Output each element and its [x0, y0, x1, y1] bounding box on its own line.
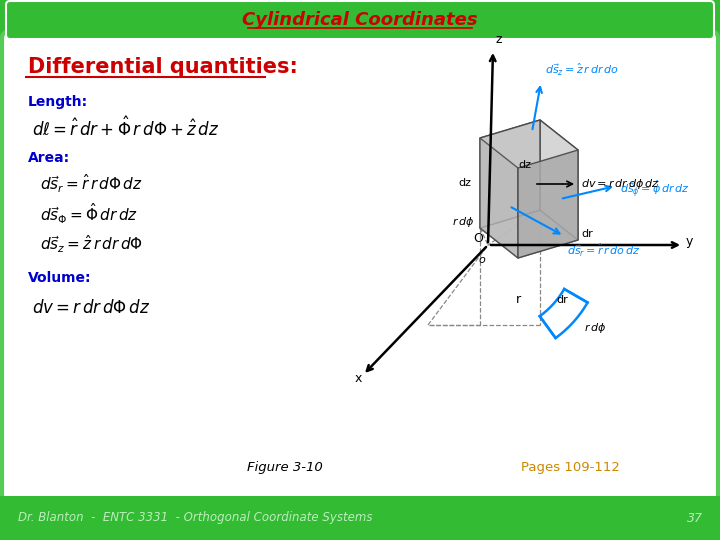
Polygon shape — [480, 120, 540, 228]
Polygon shape — [540, 120, 578, 240]
Text: Length:: Length: — [28, 95, 88, 109]
Text: $dv = r\,dr\,d\Phi\,dz$: $dv = r\,dr\,d\Phi\,dz$ — [32, 299, 150, 317]
Text: $d\vec{s}_\Phi = \hat{\Phi}\,dr\,dz$: $d\vec{s}_\Phi = \hat{\Phi}\,dr\,dz$ — [40, 202, 138, 226]
Polygon shape — [518, 150, 578, 258]
Text: Volume:: Volume: — [28, 271, 91, 285]
Text: 37: 37 — [687, 511, 703, 524]
Text: $d\vec{s}_z = \hat{z}\,r\,dr\,d\Phi$: $d\vec{s}_z = \hat{z}\,r\,dr\,d\Phi$ — [40, 233, 143, 255]
Text: r: r — [516, 293, 521, 306]
Polygon shape — [480, 120, 578, 168]
Text: Differential quantities:: Differential quantities: — [28, 57, 298, 77]
Text: Area:: Area: — [28, 151, 70, 165]
Text: Dr. Blanton  -  ENTC 3331  - Orthogonal Coordinate Systems: Dr. Blanton - ENTC 3331 - Orthogonal Coo… — [18, 511, 372, 524]
Text: $d\vec{s}_\phi = \hat{\phi}\,dr\,dz$: $d\vec{s}_\phi = \hat{\phi}\,dr\,dz$ — [620, 179, 690, 199]
Text: O: O — [473, 232, 483, 245]
Text: Pages 109-112: Pages 109-112 — [521, 462, 619, 475]
Text: $d\ell = \hat{r}\,dr + \hat{\Phi}\,r\,d\Phi + \hat{z}\,dz$: $d\ell = \hat{r}\,dr + \hat{\Phi}\,r\,d\… — [32, 116, 220, 140]
Text: $r\,d\phi$: $r\,d\phi$ — [452, 215, 474, 229]
Text: $d\vec{s}_r = \hat{r}\,r\,d\Phi\,dz$: $d\vec{s}_r = \hat{r}\,r\,d\Phi\,dz$ — [40, 173, 143, 195]
Polygon shape — [480, 138, 518, 258]
Text: z: z — [495, 33, 502, 46]
Text: dr: dr — [557, 295, 568, 305]
Bar — [0, 496, 720, 540]
Text: Figure 3-10: Figure 3-10 — [247, 462, 323, 475]
FancyBboxPatch shape — [6, 1, 714, 39]
Text: dz: dz — [458, 178, 471, 188]
Text: $dv = r\,dr\,d\phi\,dz$: $dv = r\,dr\,d\phi\,dz$ — [581, 177, 660, 191]
Text: Cylindrical Coordinates: Cylindrical Coordinates — [242, 11, 478, 29]
Text: x: x — [355, 372, 362, 385]
Text: $d\vec{s}_r = \hat{r}\,r\,do\,dz$: $d\vec{s}_r = \hat{r}\,r\,do\,dz$ — [567, 242, 641, 259]
Text: $r\,d\phi$: $r\,d\phi$ — [585, 321, 607, 335]
FancyBboxPatch shape — [2, 32, 718, 502]
Text: $d\vec{s}_z = \hat{z}\,r\,dr\,do$: $d\vec{s}_z = \hat{z}\,r\,dr\,do$ — [545, 62, 618, 78]
Text: dr: dr — [581, 229, 593, 239]
Polygon shape — [480, 210, 578, 258]
Text: $o$: $o$ — [478, 255, 486, 265]
Text: y: y — [686, 235, 693, 248]
Text: dz: dz — [518, 160, 531, 170]
